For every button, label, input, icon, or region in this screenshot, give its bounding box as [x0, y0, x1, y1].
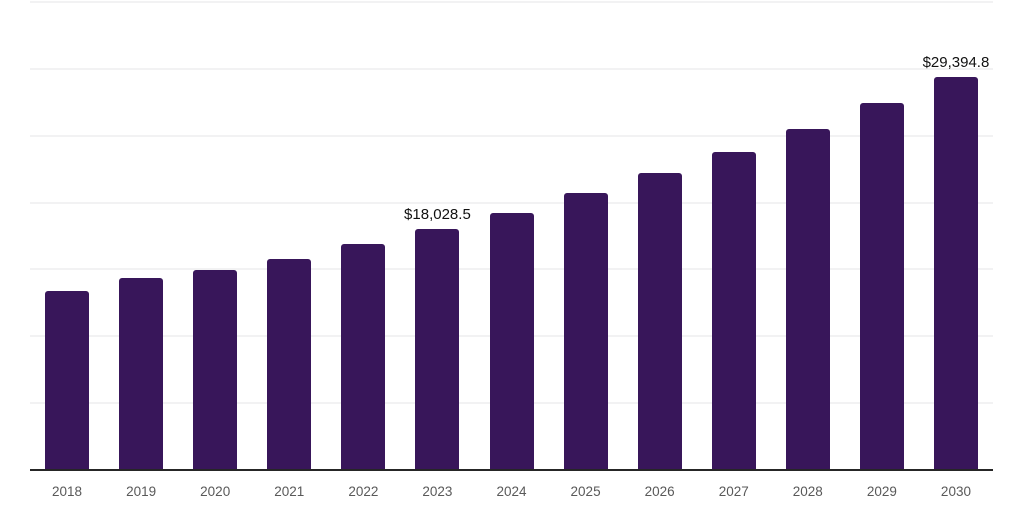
- bar-2019[interactable]: [119, 278, 164, 470]
- bar-2029[interactable]: [859, 103, 904, 470]
- data-label-2023: $18,028.5: [404, 205, 471, 223]
- bar-2022[interactable]: [341, 244, 386, 470]
- x-tick-2023: 2023: [422, 484, 453, 499]
- x-tick-2027: 2027: [718, 484, 749, 499]
- gridline-35000: [30, 1, 993, 3]
- x-tick-2019: 2019: [126, 484, 157, 499]
- bar-2026[interactable]: [637, 173, 682, 470]
- bar-2021[interactable]: [267, 259, 312, 470]
- x-tick-2022: 2022: [348, 484, 379, 499]
- x-tick-2026: 2026: [644, 484, 675, 499]
- x-axis-labels: 2018 2019 2020 2021 2022 2023 2024 2025 2026 2027…: [30, 470, 993, 512]
- x-tick-2025: 2025: [570, 484, 601, 499]
- data-label-2030: $29,394.8: [922, 53, 990, 71]
- gridline-25000: [30, 134, 993, 137]
- bar-2030[interactable]: [933, 76, 978, 470]
- x-tick-2029: 2029: [866, 484, 897, 499]
- x-tick-2021: 2021: [274, 484, 305, 499]
- x-tick-2028: 2028: [792, 484, 823, 499]
- bar-2024[interactable]: [489, 212, 534, 470]
- bar-2020[interactable]: [193, 269, 238, 470]
- bar-2023[interactable]: [415, 228, 460, 470]
- x-axis-line: [30, 469, 993, 471]
- bar-2028[interactable]: [785, 129, 830, 470]
- x-tick-2018: 2018: [52, 484, 83, 499]
- bar-2018[interactable]: [45, 290, 90, 470]
- x-tick-2024: 2024: [496, 484, 527, 499]
- gridline-30000: [30, 67, 993, 70]
- gridline-20000: [30, 201, 993, 204]
- plot-area: $18,028.5 $29,394.8: [30, 1, 993, 471]
- bar-2027[interactable]: [711, 152, 756, 470]
- bar-2025[interactable]: [563, 192, 608, 470]
- x-tick-2020: 2020: [200, 484, 231, 499]
- x-tick-2030: 2030: [940, 484, 971, 499]
